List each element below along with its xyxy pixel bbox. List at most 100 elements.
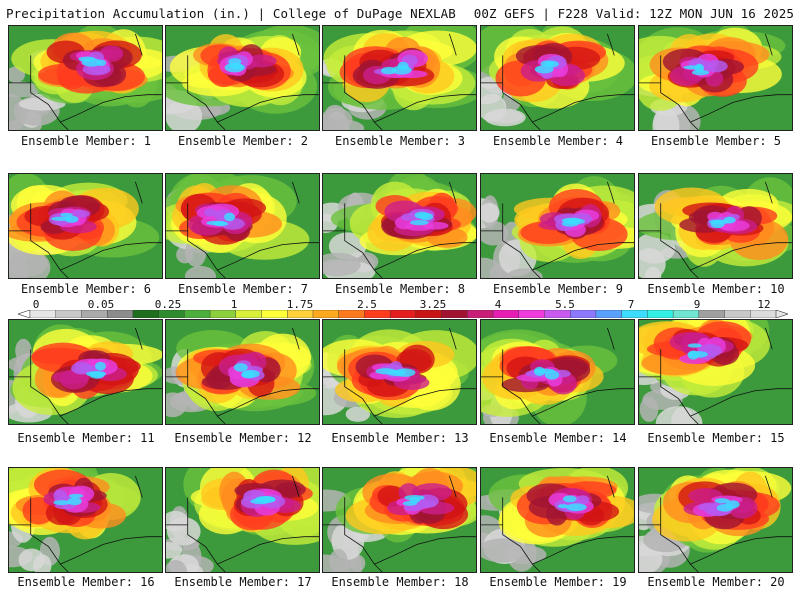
ensemble-member-label: Ensemble Member: 16 <box>17 575 155 589</box>
colorbar-swatch <box>312 310 340 318</box>
colorbar-tick-label: 12 <box>757 298 771 311</box>
colorbar-swatch <box>672 310 700 318</box>
colorbar-swatch <box>724 310 751 318</box>
colorbar-swatch <box>467 310 494 318</box>
state-border-lines <box>9 327 162 424</box>
colorbar-swatch <box>29 310 57 318</box>
colorbar-right-arrow <box>775 310 788 318</box>
ensemble-member-map <box>165 173 320 279</box>
state-border-lines <box>323 181 476 278</box>
colorbar-tick-label: 0 <box>32 298 40 311</box>
colorbar-tick-label: 4 <box>494 298 502 311</box>
state-border-lines <box>323 475 476 572</box>
state-border-lines <box>166 33 319 130</box>
state-border-lines <box>481 327 634 424</box>
colorbar-swatch <box>492 310 520 318</box>
ensemble-member-label: Ensemble Member: 8 <box>334 282 466 296</box>
ensemble-member-label: Ensemble Member: 19 <box>489 575 627 589</box>
colorbar-swatch <box>570 310 597 318</box>
state-border-lines <box>323 327 476 424</box>
ensemble-member-map <box>480 319 635 425</box>
ensemble-member-label: Ensemble Member: 5 <box>650 134 782 148</box>
colorbar-tick-label: 9 <box>693 298 701 311</box>
ensemble-member-label: Ensemble Member: 15 <box>647 431 785 445</box>
ensemble-member-label: Ensemble Member: 12 <box>174 431 312 445</box>
state-border-lines <box>639 475 792 572</box>
colorbar-swatch <box>106 310 134 318</box>
state-border-lines <box>9 33 162 130</box>
ensemble-member-map <box>8 25 163 131</box>
ensemble-member-map <box>322 319 477 425</box>
ensemble-member-label: Ensemble Member: 17 <box>174 575 312 589</box>
colorbar-swatch <box>184 310 211 318</box>
colorbar-swatch <box>235 310 263 318</box>
ensemble-member-map <box>638 467 793 573</box>
state-border-lines <box>323 33 476 130</box>
ensemble-member-label: Ensemble Member: 10 <box>647 282 785 296</box>
ensemble-member-label: Ensemble Member: 18 <box>331 575 469 589</box>
state-border-lines <box>639 181 792 278</box>
colorbar-swatch <box>595 310 623 318</box>
ensemble-member-label: Ensemble Member: 14 <box>489 431 627 445</box>
ensemble-member-label: Ensemble Member: 6 <box>20 282 152 296</box>
ensemble-member-map <box>165 25 320 131</box>
colorbar-swatch <box>81 310 108 318</box>
ensemble-member-label: Ensemble Member: 11 <box>17 431 155 445</box>
ensemble-member-map <box>8 173 163 279</box>
ensemble-member-map <box>8 467 163 573</box>
colorbar-swatch <box>364 310 391 318</box>
colorbar-tick-label: 2.5 <box>357 298 377 311</box>
colorbar-swatch <box>261 310 288 318</box>
state-border-lines <box>481 181 634 278</box>
colorbar-swatch <box>415 310 443 318</box>
ensemble-member-map <box>638 173 793 279</box>
colorbar-swatch <box>544 310 571 318</box>
ensemble-member-map <box>322 25 477 131</box>
colorbar-tick-label: 5.5 <box>555 298 575 311</box>
colorbar-tick-label: 1.75 <box>286 298 314 311</box>
state-border-lines <box>481 475 634 572</box>
ensemble-member-label: Ensemble Member: 2 <box>177 134 309 148</box>
state-border-lines <box>481 33 634 130</box>
colorbar-swatch <box>287 310 314 318</box>
ensemble-member-map <box>638 319 793 425</box>
colorbar-swatch <box>158 310 185 318</box>
product-title: Precipitation Accumulation (in.) | Colle… <box>6 6 456 21</box>
precipitation-colorbar <box>18 310 788 318</box>
ensemble-member-map <box>165 467 320 573</box>
colorbar-swatch <box>750 310 777 318</box>
colorbar-swatch <box>621 310 648 318</box>
colorbar-tick-label: 1 <box>230 298 238 311</box>
state-border-lines <box>639 327 792 424</box>
colorbar-tick-label: 3.25 <box>419 298 447 311</box>
ensemble-member-label: Ensemble Member: 1 <box>20 134 152 148</box>
ensemble-member-map <box>8 319 163 425</box>
state-border-lines <box>166 475 319 572</box>
ensemble-member-map <box>322 467 477 573</box>
ensemble-member-map <box>480 173 635 279</box>
ensemble-member-label: Ensemble Member: 13 <box>331 431 469 445</box>
colorbar-tick-label: 7 <box>627 298 635 311</box>
ensemble-member-map <box>638 25 793 131</box>
state-border-lines <box>639 33 792 130</box>
colorbar-swatch <box>698 310 726 318</box>
ensemble-member-map <box>480 467 635 573</box>
ensemble-member-label: Ensemble Member: 20 <box>647 575 785 589</box>
colorbar-swatch <box>338 310 365 318</box>
ensemble-member-map <box>480 25 635 131</box>
colorbar-tick-label: 0.05 <box>87 298 115 311</box>
ensemble-member-label: Ensemble Member: 3 <box>334 134 466 148</box>
ensemble-member-map <box>165 319 320 425</box>
model-run-valid-time: 00Z GEFS | F228 Valid: 12Z MON JUN 16 20… <box>473 6 794 21</box>
colorbar-swatch <box>518 310 545 318</box>
state-border-lines <box>9 181 162 278</box>
ensemble-member-map <box>322 173 477 279</box>
state-border-lines <box>166 327 319 424</box>
colorbar-swatch <box>389 310 417 318</box>
colorbar-swatch <box>209 310 237 318</box>
state-border-lines <box>166 181 319 278</box>
colorbar-swatch <box>55 310 82 318</box>
colorbar-left-arrow <box>18 310 31 318</box>
colorbar-swatch <box>132 310 160 318</box>
